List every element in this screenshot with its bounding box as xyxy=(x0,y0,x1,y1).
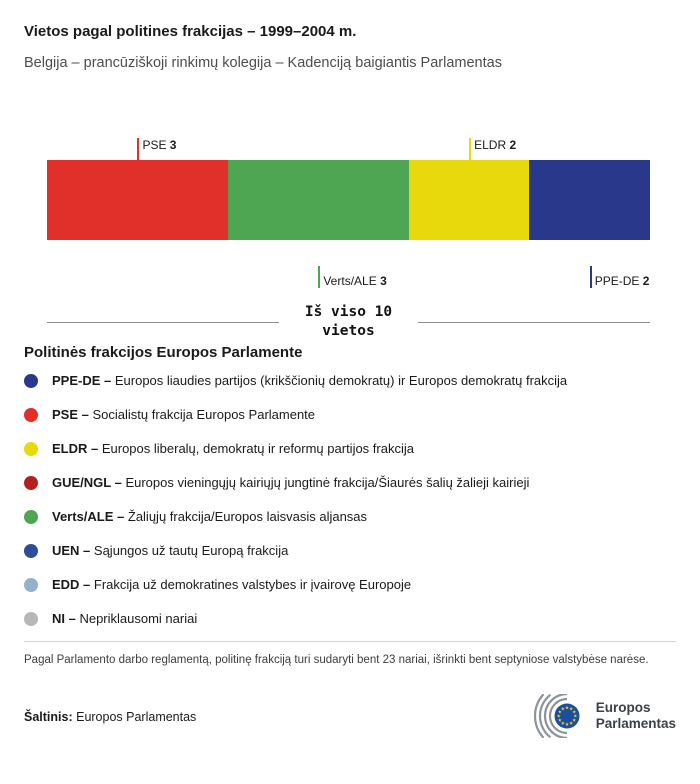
legend-label: PSE – Socialistų frakcija Europos Parlam… xyxy=(52,407,316,422)
footer-row: Šaltinis: Europos Parlamentas Europos Pa… xyxy=(24,694,676,738)
legend-color-dot xyxy=(24,408,38,422)
eu-star-icon xyxy=(557,709,562,714)
bar-segment-pse xyxy=(47,160,228,240)
logo-text-line1: Europos xyxy=(595,699,651,715)
eu-star-icon xyxy=(557,718,562,722)
eu-star-icon xyxy=(572,718,576,722)
legend-color-dot xyxy=(24,442,38,456)
legend-item-uen: UEN – Sąjungos už tautų Europą frakcija xyxy=(24,544,676,558)
european-parliament-logo: Europos Parlamentas xyxy=(515,694,676,738)
callout-tick xyxy=(469,138,472,160)
callout-label: Verts/ALE 3 xyxy=(323,274,387,288)
stacked-bar xyxy=(47,160,650,240)
legend-item-pse: PSE – Socialistų frakcija Europos Parlam… xyxy=(24,408,676,422)
eu-star-icon xyxy=(573,714,577,718)
legend-item-verts-ale: Verts/ALE – Žaliųjų frakcija/Europos lai… xyxy=(24,510,676,524)
total-seats-line2: vietos xyxy=(322,323,375,339)
eu-star-icon xyxy=(564,722,569,726)
source-line: Šaltinis: Europos Parlamentas xyxy=(24,710,196,724)
eu-star-icon xyxy=(569,721,573,725)
logo-text: Europos Parlamentas xyxy=(596,700,676,732)
legend-item-edd: EDD – Frakcija už demokratines valstybes… xyxy=(24,578,676,592)
hemicycle-arc xyxy=(543,694,567,738)
bar-segment-ppe-de xyxy=(529,160,650,240)
legend-color-dot xyxy=(24,374,38,388)
eu-star-icon xyxy=(569,706,573,711)
legend-label: NI – Nepriklausomi nariai xyxy=(52,611,198,626)
seats-stacked-bar-chart: PSE 3 Verts/ALE 3 ELDR 2 PPE-DE 2 xyxy=(47,130,650,288)
page-subtitle: Belgija – prancūziškoji rinkimų kolegija… xyxy=(24,55,502,71)
european-parliament-logo-icon xyxy=(533,694,580,738)
divider-line-right xyxy=(418,321,650,323)
legend-color-dot xyxy=(24,544,38,558)
legend-color-dot xyxy=(24,612,38,626)
callout-label: PSE 3 xyxy=(142,138,177,152)
callout-tick xyxy=(318,266,321,288)
callout-tick xyxy=(137,138,140,160)
eu-star-icon xyxy=(572,709,576,714)
legend-label: PPE-DE – Europos liaudies partijos (krik… xyxy=(52,373,568,388)
legend-item-eldr: ELDR – Europos liberalų, demokratų ir re… xyxy=(24,442,676,456)
legend-label: GUE/NGL – Europos vieningųjų kairiųjų ju… xyxy=(52,475,530,490)
legend-item-ni: NI – Nepriklausomi nariai xyxy=(24,612,676,626)
legend-label: EDD – Frakcija už demokratines valstybes… xyxy=(52,577,412,592)
legend-item-gue-ngl: GUE/NGL – Europos vieningųjų kairiųjų ju… xyxy=(24,476,676,490)
bar-segment-verts-ale xyxy=(227,160,409,240)
footer-separator xyxy=(24,641,676,642)
legend-item-ppe-de: PPE-DE – Europos liaudies partijos (krik… xyxy=(24,374,676,388)
legend-color-dot xyxy=(24,578,38,592)
hemicycle-arc xyxy=(533,694,545,738)
logo-text-line2: Parlamentas xyxy=(595,716,676,731)
eu-star-icon xyxy=(564,705,569,710)
eu-flag-circle xyxy=(554,703,580,729)
hemicycle-arc xyxy=(538,694,551,738)
legend-label: ELDR – Europos liberalų, demokratų ir re… xyxy=(52,441,414,456)
legend-color-dot xyxy=(24,476,38,490)
eu-star-icon xyxy=(560,706,565,711)
source-value: Europos Parlamentas xyxy=(76,710,197,724)
eu-star-icon xyxy=(560,721,565,725)
page-title: Vietos pagal politines frakcijas – 1999–… xyxy=(24,23,357,40)
callout-label: ELDR 2 xyxy=(474,138,517,152)
total-seats-divider: Iš viso 10 vietos xyxy=(47,303,650,341)
total-seats-line1: Iš viso 10 xyxy=(304,304,393,320)
legend-label: Verts/ALE – Žaliųjų frakcija/Europos lai… xyxy=(52,509,368,524)
hemicycle-arc xyxy=(548,697,567,735)
total-seats-label: Iš viso 10 vietos xyxy=(279,303,418,341)
bar-segment-eldr xyxy=(408,160,530,240)
legend-label: UEN – Sąjungos už tautų Europą frakcija xyxy=(52,543,289,558)
callout-label: PPE-DE 2 xyxy=(594,274,650,288)
legend-heading: Politinės frakcijos Europos Parlamente xyxy=(24,344,303,361)
eu-stars xyxy=(556,705,577,726)
callout-tick xyxy=(589,266,592,288)
legend-color-dot xyxy=(24,510,38,524)
divider-line-left xyxy=(47,321,279,323)
source-label: Šaltinis: xyxy=(24,710,73,724)
footnote: Pagal Parlamento darbo reglamentą, polit… xyxy=(24,654,649,666)
legend-list: PPE-DE – Europos liaudies partijos (krik… xyxy=(24,374,676,626)
eu-star-icon xyxy=(556,714,561,718)
